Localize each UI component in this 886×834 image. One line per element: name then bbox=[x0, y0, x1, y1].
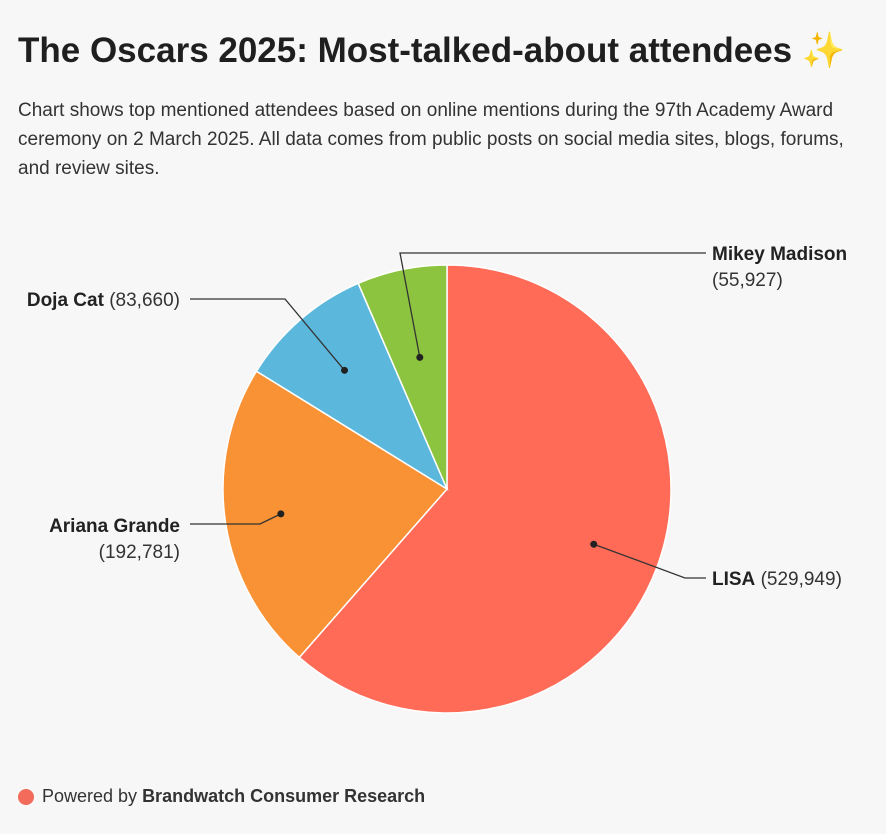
leader-line bbox=[190, 513, 282, 525]
chart-title: The Oscars 2025: Most-talked-about atten… bbox=[18, 31, 846, 70]
slice-label-name: LISA bbox=[712, 569, 756, 590]
slice-label: Ariana Grande bbox=[49, 516, 180, 537]
brand-dot-icon bbox=[18, 788, 34, 805]
leader-line bbox=[593, 543, 706, 579]
leader-line bbox=[399, 252, 706, 358]
leader-line bbox=[190, 298, 346, 371]
slice-label-name: Ariana Grande bbox=[49, 516, 180, 537]
footer-prefix: Powered by bbox=[42, 786, 138, 806]
slice-labels: LISA (529,949) Ariana Grande (192,781) Doja… bbox=[27, 244, 847, 590]
slice-label-value: (83,660) bbox=[109, 290, 180, 311]
slice-label: LISA (529,949) bbox=[712, 569, 842, 590]
pie-slices bbox=[222, 264, 672, 714]
slice-label: Doja Cat (83,660) bbox=[27, 290, 180, 311]
pie-slice-ariana-grande[interactable] bbox=[222, 370, 449, 659]
chart-subtitle: Chart shows top mentioned attendees base… bbox=[18, 100, 844, 179]
leader-dot bbox=[416, 353, 424, 361]
pie-slice-mikey-madison[interactable] bbox=[357, 264, 448, 490]
leader-dot bbox=[341, 366, 349, 374]
slice-label-name: Doja Cat bbox=[27, 290, 105, 311]
pie-slice-doja-cat[interactable] bbox=[255, 282, 449, 491]
leader-dot bbox=[277, 510, 285, 518]
slice-label-value: (529,949) bbox=[761, 569, 842, 590]
slice-label-value: (55,927) bbox=[712, 270, 783, 291]
slice-label-value: (192,781) bbox=[99, 542, 180, 563]
slice-label: (55,927) bbox=[712, 270, 783, 291]
footer: Powered by Brandwatch Consumer Research bbox=[18, 786, 425, 807]
slice-label: (192,781) bbox=[99, 542, 180, 563]
footer-brand[interactable]: Brandwatch Consumer Research bbox=[142, 786, 426, 806]
slice-label: Mikey Madison bbox=[712, 244, 847, 265]
leader-lines bbox=[190, 252, 706, 579]
slice-label-name: Mikey Madison bbox=[712, 244, 847, 265]
leader-dot bbox=[590, 540, 598, 548]
